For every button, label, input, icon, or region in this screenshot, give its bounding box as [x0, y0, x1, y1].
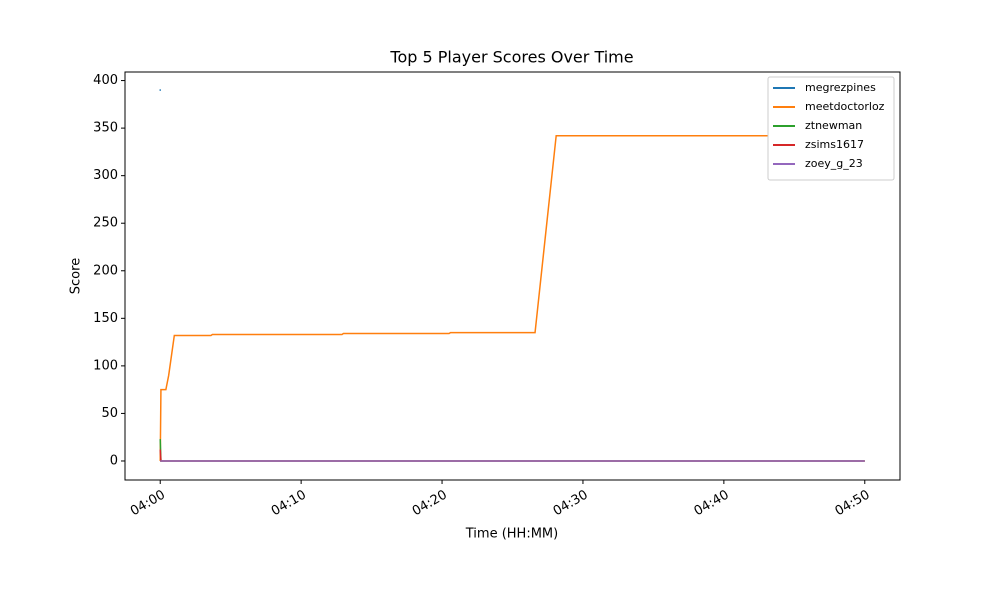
legend-label: zoey_g_23 — [805, 157, 863, 170]
series-line — [159, 134, 865, 461]
legend-box — [767, 76, 895, 181]
legend-label: ztnewman — [805, 119, 862, 132]
y-tick-label: 100 — [93, 358, 118, 373]
legend-label: megrezpines — [805, 81, 876, 94]
y-tick-label: 200 — [93, 263, 118, 278]
legend: megrezpines meetdoctorloz ztnewman zsims161… — [767, 76, 895, 181]
legend-label: zsims1617 — [805, 138, 864, 151]
plot-frame — [124, 71, 901, 481]
y-tick-label: 400 — [93, 73, 118, 88]
y-tick-label: 150 — [93, 311, 118, 326]
y-tick-label: 50 — [101, 406, 118, 421]
y-axis-label: Score — [69, 258, 84, 294]
y-tick-label: 350 — [93, 121, 118, 136]
y-tick-label: 0 — [110, 453, 118, 468]
legend-label: meetdoctorloz — [805, 100, 885, 113]
chart-title: Top 5 Player Scores Over Time — [389, 48, 633, 67]
y-tick-label: 300 — [93, 168, 118, 183]
y-tick-label: 250 — [93, 216, 118, 231]
x-axis-label: Time (HH:MM) — [465, 527, 558, 542]
